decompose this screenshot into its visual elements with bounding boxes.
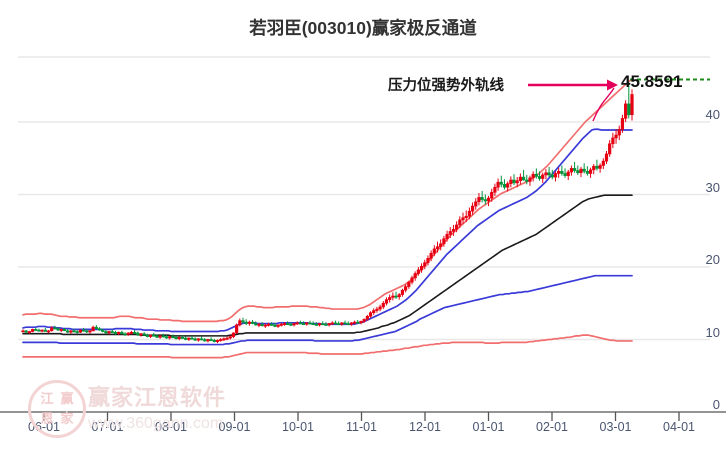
seal-char: 江 (40, 391, 54, 406)
x-axis-tick-label: 11-01 (345, 420, 378, 434)
x-axis-tick-label: 01-01 (472, 420, 505, 434)
y-axis-tick-label: 40 (705, 107, 720, 122)
seal-characters: 江 赢 恩 家 (37, 389, 77, 429)
watermark-brand: 赢家江恩软件 (88, 385, 227, 410)
y-axis-tick-label: 10 (705, 324, 720, 340)
page-title: 若羽臣(003010)赢家极反通道 (249, 18, 477, 38)
seal-char: 家 (60, 411, 74, 426)
x-axis-tick-label: 02-01 (536, 420, 568, 434)
candlestick-series (21, 82, 634, 344)
seal-ring (28, 380, 86, 438)
watermark-url: www.360gann.com (88, 415, 224, 432)
x-axis-tick-label: 07-01 (91, 420, 124, 434)
seal-char: 恩 (40, 411, 54, 426)
annotation-label: 压力位强势外轨线 (388, 78, 504, 94)
y-axis-tick-label: 30 (705, 179, 720, 195)
seal-char: 赢 (60, 391, 74, 406)
annotation-value: 45.8591 (621, 72, 683, 91)
y-axis-tick-label: 0 (712, 397, 720, 412)
x-axis-tick-label: 09-01 (218, 420, 251, 434)
y-axis-tick-label: 20 (705, 252, 720, 267)
watermark-seal-logo: 江 赢 恩 家 (28, 380, 86, 438)
x-axis-tick-label: 12-01 (409, 420, 441, 434)
x-axis-tick-label: 04-01 (663, 420, 695, 434)
x-axis-tick-label: 08-01 (155, 420, 187, 434)
annotation-arrow (528, 79, 618, 122)
channel-bands (22, 78, 633, 359)
x-axis-tick-label: 03-01 (599, 420, 632, 434)
x-axis-tick-label: 10-01 (282, 420, 314, 434)
